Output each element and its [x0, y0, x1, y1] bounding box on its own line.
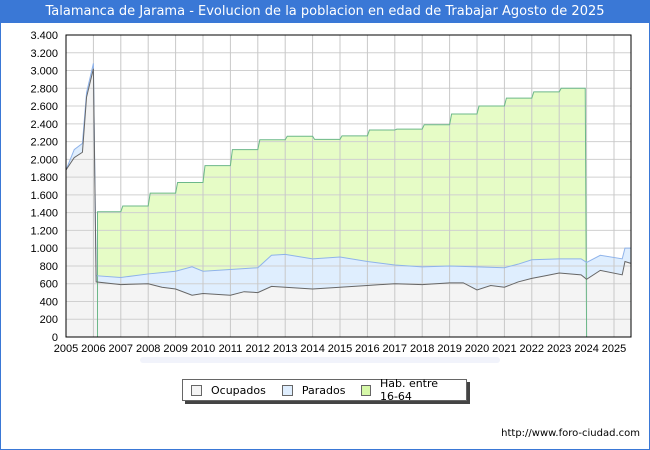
parados-area [66, 63, 631, 338]
y-tick-label: 2.200 [30, 137, 58, 149]
y-tick-label: 200 [40, 314, 58, 326]
legend-swatch-ocupados [191, 384, 202, 396]
parados-line [65, 63, 631, 278]
x-tick-label: 2011 [219, 343, 243, 355]
x-tick-label: 2008 [136, 343, 160, 355]
y-tick-label: 800 [40, 261, 58, 273]
legend-item-hab: Hab. entre 16-64 [361, 377, 458, 403]
x-tick-label: 2010 [191, 343, 215, 355]
plot-border [65, 34, 632, 338]
y-tick-label: 3.400 [30, 30, 58, 42]
hab-line [97, 87, 588, 338]
x-tick-label: 2015 [328, 343, 352, 355]
x-tick-label: 2025 [602, 343, 626, 355]
y-tick-label: 0 [52, 332, 58, 344]
x-tick-label: 2019 [437, 343, 461, 355]
x-tick-label: 2007 [109, 343, 133, 355]
y-tick-label: 3.000 [30, 66, 58, 78]
x-tick-label: 2023 [547, 343, 571, 355]
x-tick-label: 2009 [163, 343, 187, 355]
x-tick-label: 2020 [465, 343, 489, 355]
y-tick-label: 1.200 [30, 225, 58, 237]
x-tick-label: 2013 [273, 343, 297, 355]
y-tick-label: 2.800 [30, 83, 58, 95]
legend-swatch-hab [361, 384, 371, 396]
y-tick-label: 400 [40, 296, 58, 308]
x-tick-label: 2016 [355, 343, 379, 355]
ocupados-area [66, 68, 631, 338]
y-tick-label: 1.800 [30, 172, 58, 184]
legend-label: Parados [301, 383, 346, 397]
y-tick-label: 2.400 [30, 119, 58, 131]
x-tick-label: 2021 [492, 343, 516, 355]
ocupados-line [65, 68, 631, 296]
legend: Ocupados Parados Hab. entre 16-64 [182, 377, 467, 403]
y-tick-label: 2.000 [30, 154, 58, 166]
y-tick-label: 3.200 [30, 48, 58, 60]
y-tick-label: 1.000 [30, 243, 58, 255]
x-tick-label: 2022 [520, 343, 544, 355]
chart-title: Talamanca de Jarama - Evolucion de la po… [0, 0, 650, 23]
x-tick-label: 2017 [383, 343, 407, 355]
x-tick-label: 2006 [81, 343, 105, 355]
y-tick-label: 1.400 [30, 208, 58, 220]
credit-link[interactable]: http://www.foro-ciudad.com [501, 428, 640, 439]
legend-item-parados: Parados [281, 383, 346, 397]
x-tick-label: 2012 [246, 343, 270, 355]
legend-label: Hab. entre 16-64 [379, 377, 439, 403]
y-tick-label: 2.600 [30, 101, 58, 113]
x-tick-label: 2014 [300, 343, 324, 355]
x-tick-label: 2024 [574, 343, 598, 355]
legend-item-ocupados: Ocupados [191, 384, 266, 397]
legend-swatch-parados [281, 384, 293, 396]
y-tick-label: 1.600 [30, 190, 58, 202]
legend-label: Ocupados [211, 383, 266, 397]
x-tick-label: 2005 [54, 343, 78, 355]
x-tick-label: 2018 [410, 343, 434, 355]
y-tick-label: 600 [40, 279, 58, 291]
